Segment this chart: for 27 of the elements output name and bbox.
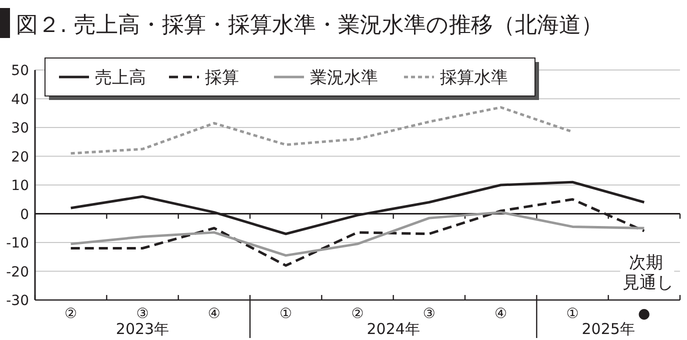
legend-label: 業況水準 [310,68,378,88]
legend-label: 採算水準 [440,68,508,88]
x-tick-label: ② [351,306,364,322]
y-tick-label: 0 [20,206,29,223]
annotation: 次期見通し [622,253,674,293]
x-tick-label: ① [280,306,292,322]
text: 2023年 [116,320,170,338]
y-tick-label: -10 [6,236,29,252]
x-tick-label: ③ [136,306,149,322]
y-tick-label: 20 [11,149,29,166]
x-tick-label: ③ [422,306,436,322]
x-tick-label: ② [64,306,78,322]
y-tick-label: -30 [6,293,29,309]
x-tick-label: ④ [208,306,220,322]
text: 2024年 [366,320,420,338]
y-tick-label: 30 [11,120,29,136]
y-tick-label: -20 [6,264,29,280]
x-tick-label: ① [566,306,579,322]
text: 2025年 [582,320,635,338]
x-tick-label: ● [638,306,650,322]
y-tick-label: 50 [11,63,29,79]
x-tick-label: ④ [494,306,508,322]
legend-label: 採算 [205,68,239,88]
legend-label: 売上高 [95,68,146,88]
y-tick-label: 40 [11,92,29,108]
y-tick-label: 10 [11,178,29,194]
chart-title: 図２. 売上高・採算・採算水準・業況水準の推移（北海道） [16,13,603,38]
